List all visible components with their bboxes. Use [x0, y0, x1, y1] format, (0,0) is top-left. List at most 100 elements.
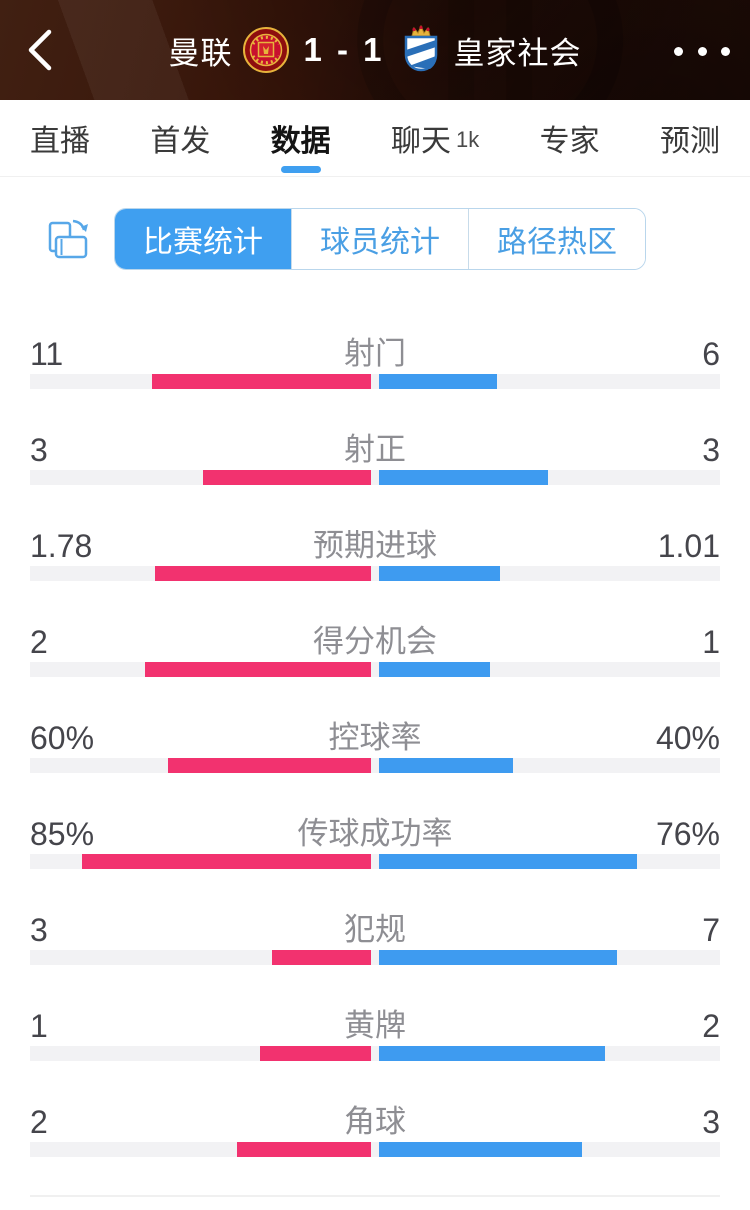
- away-stat-value: 1: [702, 624, 720, 660]
- away-stat-bar: [379, 758, 513, 773]
- stat-text-line: 1.78 预期进球 1.01: [0, 526, 750, 566]
- stat-type-segmented-control: 比赛统计 球员统计 路径热区: [114, 207, 646, 270]
- away-stat-bar: [379, 374, 497, 389]
- segment-match-stats[interactable]: 比赛统计: [115, 208, 291, 269]
- away-stat-value: 3: [702, 1104, 720, 1140]
- tab-prediction[interactable]: 预测: [658, 100, 722, 176]
- bottom-divider: [30, 1195, 720, 1197]
- ellipsis-dot: [721, 46, 730, 56]
- tab-live[interactable]: 直播: [28, 100, 92, 176]
- stat-label: 射门: [344, 336, 406, 371]
- home-stat-bar: [154, 566, 371, 581]
- stat-label: 犯规: [344, 912, 406, 947]
- trophy-background-shape: [357, 0, 624, 100]
- stat-row: 3 犯规 7: [0, 910, 750, 1006]
- segment-player-stats[interactable]: 球员统计: [291, 208, 468, 269]
- home-team-name: 曼联: [168, 35, 233, 71]
- match-score: 1 - 1: [303, 31, 385, 68]
- home-stat-value: 1: [30, 1008, 48, 1044]
- home-stat-value: 60%: [30, 720, 95, 756]
- stat-row: 11 射门 6: [0, 334, 750, 430]
- home-stat-value: 3: [30, 912, 48, 948]
- stat-text-line: 3 射正 3: [0, 430, 750, 470]
- stat-label: 控球率: [328, 720, 422, 755]
- home-stat-bar: [237, 1142, 371, 1157]
- away-stat-value: 76%: [655, 816, 720, 852]
- home-stat-value: 11: [30, 336, 64, 372]
- tab-label: 聊天: [391, 125, 452, 158]
- tab-label: 预测: [659, 125, 720, 158]
- stat-text-line: 3 犯规 7: [0, 910, 750, 950]
- back-button[interactable]: [22, 26, 62, 74]
- home-stat-bar: [81, 854, 371, 869]
- match-title: 曼联 1 - 1 皇家社会: [168, 25, 581, 75]
- chat-count-badge: 1k: [456, 127, 480, 152]
- stat-row: 1.78 预期进球 1.01: [0, 526, 750, 622]
- away-stat-bar: [379, 566, 500, 581]
- home-stat-value: 1.78: [30, 528, 93, 564]
- stat-text-line: 2 得分机会 1: [0, 622, 750, 662]
- tab-data[interactable]: 数据: [269, 100, 333, 176]
- stat-text-line: 85% 传球成功率 76%: [0, 814, 750, 854]
- stat-row: 85% 传球成功率 76%: [0, 814, 750, 910]
- away-stat-value: 2: [702, 1008, 720, 1044]
- tab-chat[interactable]: 聊天 1k: [389, 100, 481, 176]
- stat-bar-track: [30, 470, 720, 485]
- away-stat-bar: [379, 1142, 582, 1157]
- home-stat-bar: [145, 662, 371, 677]
- stat-bar-track: [30, 1046, 720, 1061]
- segment-label: 球员统计: [320, 225, 440, 259]
- away-team-name: 皇家社会: [453, 35, 582, 71]
- away-stat-value: 40%: [655, 720, 720, 756]
- stat-row: 1 黄牌 2: [0, 1006, 750, 1102]
- segment-label: 路径热区: [497, 225, 617, 259]
- away-stat-value: 1.01: [657, 528, 720, 564]
- home-team-logo-icon: [243, 27, 290, 73]
- tab-label: 专家: [539, 125, 600, 158]
- tab-experts[interactable]: 专家: [538, 100, 602, 176]
- stat-text-line: 2 角球 3: [0, 1102, 750, 1142]
- chevron-left-icon: [28, 29, 52, 71]
- stat-label: 黄牌: [344, 1008, 406, 1043]
- home-stat-bar: [271, 950, 371, 965]
- tab-label: 直播: [30, 125, 90, 158]
- stat-bar-track: [30, 854, 720, 869]
- away-stat-value: 3: [702, 432, 720, 468]
- active-tab-indicator: [280, 166, 321, 173]
- home-stat-value: 3: [30, 432, 48, 468]
- stat-label: 预期进球: [313, 528, 437, 563]
- stat-bar-track: [30, 662, 720, 677]
- home-stat-value: 85%: [30, 816, 95, 852]
- tab-label: 数据: [270, 125, 331, 158]
- match-header: 曼联 1 - 1 皇家社会: [0, 0, 750, 100]
- home-stat-bar: [202, 470, 371, 485]
- stat-text-line: 60% 控球率 40%: [0, 718, 750, 758]
- stat-label: 射正: [344, 432, 406, 467]
- stat-bar-track: [30, 566, 720, 581]
- rotate-screen-icon[interactable]: [44, 214, 90, 264]
- ellipsis-dot: [697, 46, 707, 56]
- tab-lineup[interactable]: 首发: [148, 100, 212, 176]
- away-stat-bar: [379, 662, 491, 677]
- home-stat-value: 2: [30, 1104, 48, 1140]
- stat-row: 60% 控球率 40%: [0, 718, 750, 814]
- stat-label: 传球成功率: [297, 816, 453, 851]
- stat-bar-track: [30, 1142, 720, 1157]
- away-stat-bar: [379, 470, 548, 485]
- main-tabbar: 直播 首发 数据 聊天 1k 专家 预测: [0, 100, 750, 177]
- stat-type-section: 比赛统计 球员统计 路径热区: [0, 177, 750, 300]
- stat-label: 角球: [344, 1104, 406, 1139]
- stat-row: 2 得分机会 1: [0, 622, 750, 718]
- away-stat-bar: [379, 950, 617, 965]
- more-options-button[interactable]: [674, 36, 730, 66]
- tab-label: 首发: [150, 125, 211, 158]
- stat-bar-track: [30, 950, 720, 965]
- ellipsis-dot: [674, 46, 683, 56]
- away-stat-bar: [379, 854, 638, 869]
- home-stat-bar: [259, 1046, 371, 1061]
- stat-bar-track: [30, 758, 720, 773]
- segment-heatmap[interactable]: 路径热区: [468, 208, 645, 269]
- stat-row: 2 角球 3: [0, 1102, 750, 1198]
- stat-row: 3 射正 3: [0, 430, 750, 526]
- away-stat-value: 6: [702, 336, 720, 372]
